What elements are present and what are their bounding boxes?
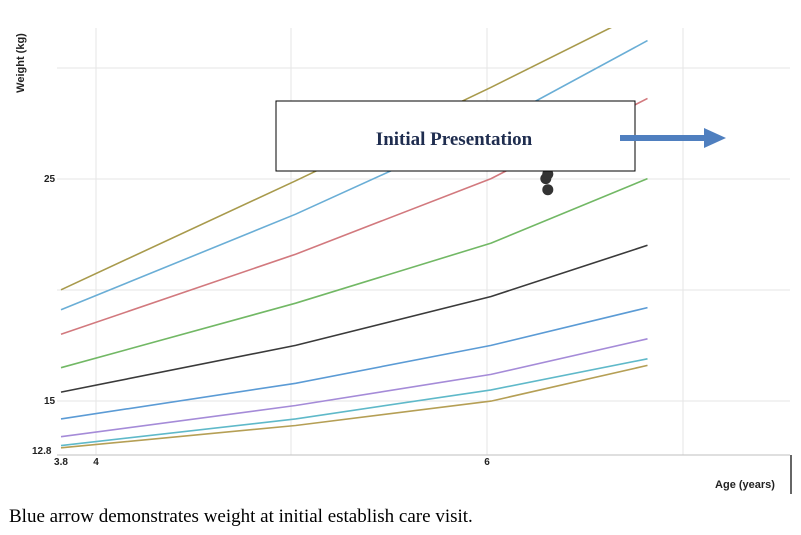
- percentile-curve-5: [60, 244, 648, 393]
- callout-box: [275, 100, 636, 172]
- percentile-curve-2: [60, 39, 648, 311]
- percentile-curve-4: [60, 177, 648, 369]
- blue-arrow-icon: [620, 128, 726, 148]
- y-tick-labels: 12.8 15 25: [32, 174, 56, 457]
- x-axis-title: Age (years): [715, 479, 775, 491]
- y-tick-label: 12.8: [32, 446, 52, 457]
- initial-presentation-callout: Initial Presentation: [275, 100, 726, 172]
- y-tick-label: 15: [44, 396, 56, 407]
- x-tick-label: 6: [484, 457, 490, 468]
- percentile-curve-8: [60, 358, 648, 447]
- percentile-curve-9: [60, 364, 648, 449]
- growth-chart: Weight (kg) Age (years) 12.8 15 25 3.8 4…: [15, 28, 792, 494]
- patient-weight-point: [542, 184, 554, 196]
- percentile-curve-6: [60, 306, 648, 420]
- x-tick-label: 3.8: [54, 457, 68, 468]
- callout-label: Initial Presentation: [376, 129, 533, 150]
- figure-caption: Blue arrow demonstrates weight at initia…: [9, 506, 473, 527]
- x-tick-label: 4: [93, 457, 99, 468]
- x-tick-labels: 3.8 4 6: [54, 457, 490, 468]
- percentile-curves: [60, 28, 648, 449]
- percentile-curve-7: [60, 338, 648, 438]
- y-axis-title: Weight (kg): [15, 33, 27, 93]
- grid-lines: [57, 28, 790, 455]
- y-tick-label: 25: [44, 174, 56, 185]
